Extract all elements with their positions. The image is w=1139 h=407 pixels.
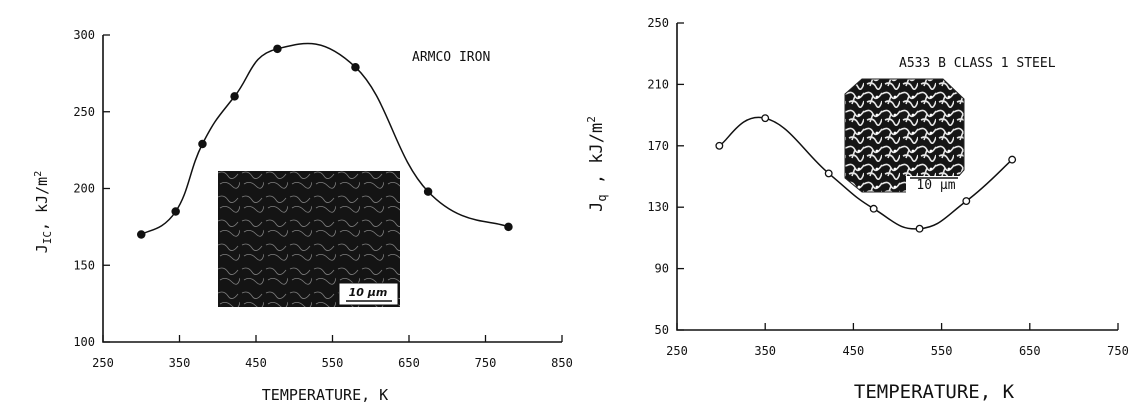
x-tick-label: 250 (666, 344, 688, 358)
x-axis-label: TEMPERATURE, K (262, 386, 388, 404)
y-tick-label: 250 (73, 105, 95, 119)
x-tick-label: 650 (398, 356, 420, 370)
y-tick-label: 250 (647, 16, 669, 30)
chart-annotation: A533 B CLASS 1 STEEL (899, 56, 1056, 71)
data-point (198, 139, 207, 149)
y-tick-label: 170 (647, 139, 669, 153)
y-tick-label: 200 (73, 182, 95, 196)
y-tick-label: 210 (647, 77, 669, 91)
microstructure-inset: 10 µm (844, 78, 965, 193)
y-axis-label: Jq , kJ/m2 (585, 116, 609, 212)
data-point (715, 141, 724, 150)
data-point (504, 222, 513, 232)
y-tick-label: 150 (73, 258, 95, 272)
y-tick-label: 100 (73, 335, 95, 349)
y-tick-label: 90 (655, 262, 669, 276)
chart-a533b-steel: 50 90 130 170 210 250 250 350 450 550 650 750 10 µ… (585, 16, 1129, 403)
x-tick-label: 450 (245, 356, 267, 370)
x-tick-label: 350 (754, 344, 776, 358)
chart-annotation: ARMCO IRON (412, 50, 490, 65)
data-point (915, 224, 924, 233)
microstructure-inset: 10 µm (218, 171, 400, 307)
scale-bar-box (338, 282, 399, 306)
y-tick-label: 50 (655, 323, 669, 337)
data-point (171, 207, 180, 216)
scale-bar-label: 10 µm (916, 178, 955, 193)
data-point (351, 62, 360, 72)
x-tick-label: 750 (1107, 344, 1129, 358)
data-point (1008, 155, 1017, 164)
y-axis-label: JIC, kJ/m2 (33, 171, 54, 254)
x-axis-label: TEMPERATURE, K (854, 381, 1015, 403)
scale-bar-box (906, 176, 962, 193)
x-tick-label: 450 (843, 344, 865, 358)
data-point (869, 204, 878, 213)
x-tick-label: 550 (931, 344, 953, 358)
y-tick-label: 300 (73, 28, 95, 42)
data-point (761, 114, 770, 123)
y-tick-label: 130 (647, 200, 669, 214)
chart-armco-iron: 100 150 200 250 300 250 350 450 550 650 750 850 10… (33, 28, 573, 404)
x-tick-label: 750 (475, 356, 497, 370)
x-tick-label: 250 (92, 356, 114, 370)
data-point (273, 44, 282, 54)
data-point (230, 92, 239, 101)
x-tick-label: 850 (551, 356, 573, 370)
data-point (136, 230, 146, 239)
data-point (824, 169, 833, 178)
x-tick-label: 650 (1019, 344, 1041, 358)
scale-bar-label: 10 µm (349, 286, 388, 299)
x-tick-label: 550 (322, 356, 344, 370)
data-point (423, 187, 433, 196)
data-point (962, 197, 971, 206)
x-tick-label: 350 (169, 356, 191, 370)
